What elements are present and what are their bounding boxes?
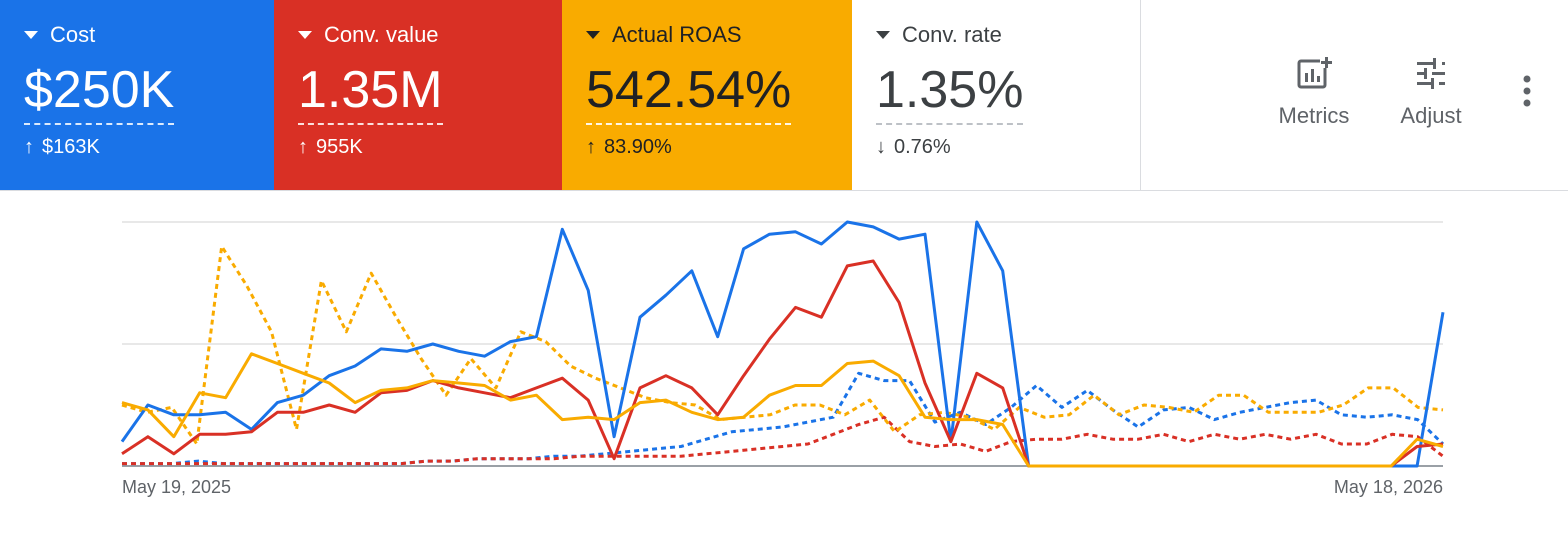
add-chart-icon (1297, 56, 1332, 89)
performance-chart: May 19, 2025 May 18, 2026 (0, 191, 1568, 537)
scorecard-conv-rate-value: 1.35% (876, 61, 1024, 126)
scorecard-conv-rate-title[interactable]: Conv. rate (876, 22, 1002, 48)
scorecard-actual-roas-value: 542.54% (586, 61, 792, 126)
dropdown-caret-icon (876, 31, 890, 39)
scorecard-actual-roas-delta: ↑ 83.90% (586, 136, 672, 158)
more-options-button[interactable] (1512, 74, 1542, 108)
dropdown-caret-icon (24, 31, 38, 39)
x-tick-label-1: May 18, 2026 (1334, 477, 1443, 497)
adjust-label: Adjust (1400, 103, 1462, 128)
scorecard-cost-delta: ↑ $163K (24, 136, 100, 158)
scorecard-cost-title[interactable]: Cost (24, 22, 95, 48)
tune-icon (1417, 58, 1445, 89)
scorecard-cost[interactable]: Cost $250K ↑ $163K (0, 0, 274, 190)
arrow-up-icon: ↑ (298, 136, 308, 158)
x-tick-label-0: May 19, 2025 (122, 477, 231, 497)
series-line-5 (121, 244, 1444, 446)
scorecard-conv-rate[interactable]: Conv. rate 1.35% ↓ 0.76% (852, 0, 1141, 190)
series-line-4 (122, 415, 1444, 466)
metrics-label: Metrics (1278, 103, 1350, 128)
scorecard-conv-value[interactable]: Conv. value 1.35M ↑ 955K (274, 0, 562, 190)
scorecard-conv-value-delta: ↑ 955K (298, 136, 363, 158)
more-vert-icon (1523, 75, 1531, 107)
dropdown-caret-icon (586, 31, 600, 39)
dropdown-caret-icon (298, 31, 312, 39)
arrow-down-icon: ↓ (876, 136, 886, 158)
series-line-3 (122, 371, 1445, 466)
scorecard-conv-value-value: 1.35M (298, 61, 443, 126)
scorecard-actual-roas-title[interactable]: Actual ROAS (586, 22, 742, 48)
metrics-button[interactable]: Metrics (1268, 56, 1360, 129)
series-line-2 (121, 352, 1444, 468)
line-chart: May 19, 2025 May 18, 2026 (120, 220, 1445, 497)
scorecard-cost-value: $250K (24, 61, 175, 126)
scorecard-conv-rate-delta: ↓ 0.76% (876, 136, 951, 158)
scorecard-conv-value-title[interactable]: Conv. value (298, 22, 439, 48)
adjust-button[interactable]: Adjust (1390, 56, 1472, 129)
scorecard-actual-roas[interactable]: Actual ROAS 542.54% ↑ 83.90% (562, 0, 852, 190)
arrow-up-icon: ↑ (24, 136, 34, 158)
scorecard-bar: Cost $250K ↑ $163K Conv. value 1.35M ↑ 955… (0, 0, 1568, 191)
arrow-up-icon: ↑ (586, 136, 596, 158)
